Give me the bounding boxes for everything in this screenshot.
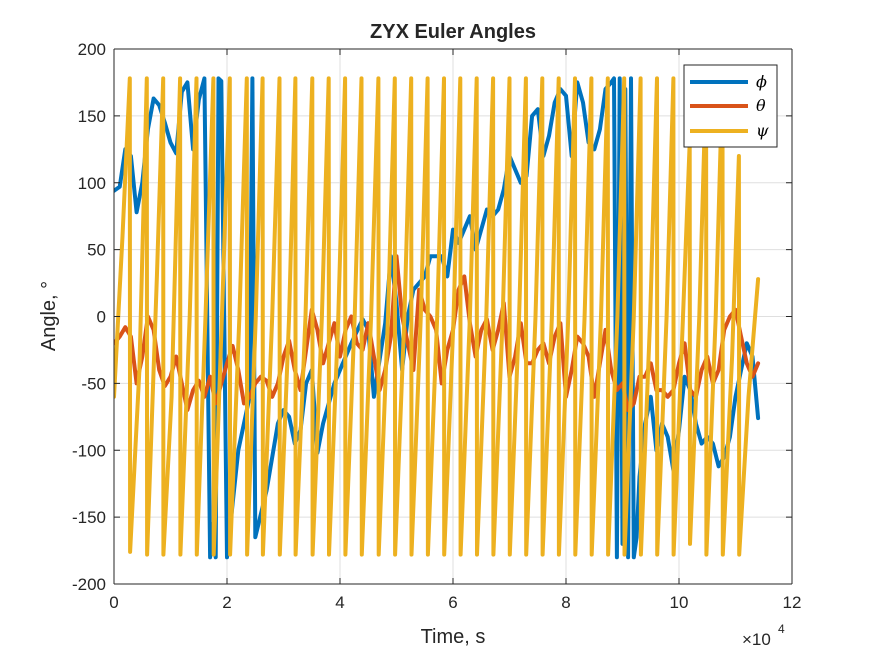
series-group (114, 76, 761, 560)
y-tick-label: -200 (72, 575, 106, 594)
y-tick-label: 100 (78, 174, 106, 193)
legend: ϕ θ ψ (683, 64, 778, 148)
ticks: 0 2 4 6 8 10 12 -200 -150 -100 -50 0 50 100 150 200 (72, 40, 801, 612)
x-tick-label: 10 (670, 593, 689, 612)
x-exponent-power: 4 (778, 622, 785, 636)
chart-title: ZYX Euler Angles (370, 21, 536, 43)
x-tick-label: 2 (222, 593, 231, 612)
y-tick-label: -50 (81, 374, 106, 393)
y-tick-label: -100 (72, 441, 106, 460)
x-axis-label: Time, s (421, 626, 486, 648)
y-tick-label: -150 (72, 508, 106, 527)
y-tick-label: 50 (87, 241, 106, 260)
x-tick-label: 4 (335, 593, 344, 612)
x-axis-exponent: ×10 4 (742, 622, 785, 649)
y-tick-label: 150 (78, 107, 106, 126)
plot-area (114, 76, 761, 560)
series-line-psi (114, 76, 761, 557)
legend-label-psi: ψ (756, 121, 769, 140)
y-axis-label: Angle, ° (38, 281, 60, 351)
x-tick-label: 0 (109, 593, 118, 612)
x-tick-label: 6 (448, 593, 457, 612)
y-tick-label: 200 (78, 40, 106, 59)
x-tick-label: 8 (561, 593, 570, 612)
y-tick-label: 0 (97, 308, 106, 327)
legend-label-theta: θ (756, 96, 766, 115)
x-tick-label: 12 (783, 593, 802, 612)
legend-label-phi: ϕ (756, 72, 767, 91)
x-exponent-base: ×10 (742, 630, 771, 649)
